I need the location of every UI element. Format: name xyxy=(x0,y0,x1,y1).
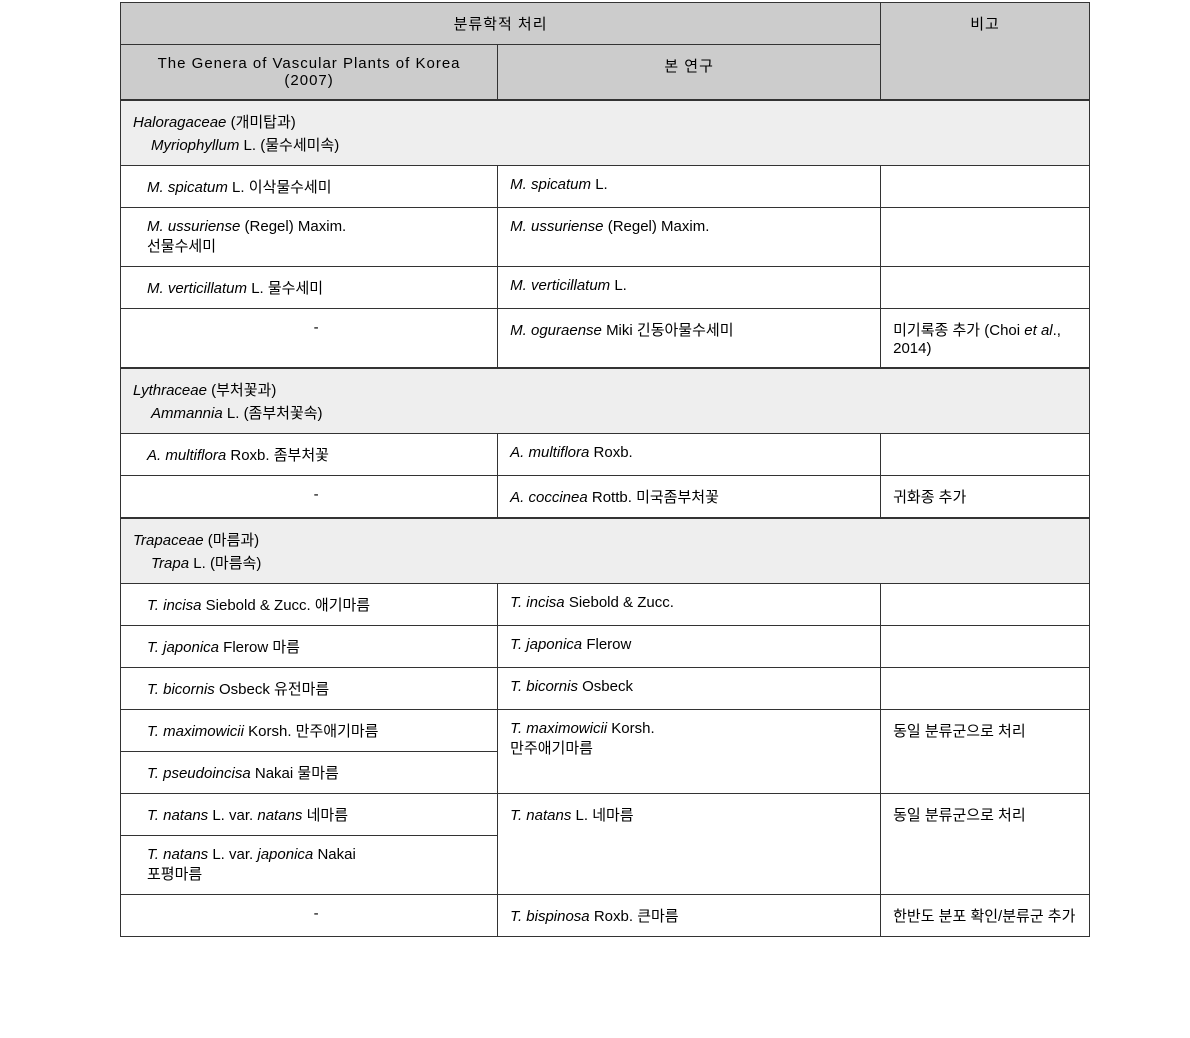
cell-left: M. ussuriense (Regel) Maxim. 선물수세미 xyxy=(121,208,498,267)
genus-line: Ammannia L. (좀부처꽃속) xyxy=(133,402,1077,423)
cell-mid: T. japonica Flerow xyxy=(498,626,881,668)
cell-right: 미기록종 추가 (Choi et al., 2014) xyxy=(881,309,1090,369)
cell-mid: M. spicatum L. xyxy=(498,166,881,208)
table-row: T. bicornis Osbeck 유전마름 T. bicornis Osbe… xyxy=(121,668,1090,710)
table-row: - M. oguraense Miki 긴동아물수세미 미기록종 추가 (Cho… xyxy=(121,309,1090,369)
family-name: Trapaceae xyxy=(133,532,204,549)
cell-mid: M. oguraense Miki 긴동아물수세미 xyxy=(498,309,881,369)
cell-left: A. multiflora Roxb. 좀부처꽃 xyxy=(121,434,498,476)
section-haloragaceae: Haloragaceae (개미탑과) Myriophyllum L. (물수세… xyxy=(121,100,1090,166)
cell-left: - xyxy=(121,895,498,937)
genus-line: Trapa L. (마름속) xyxy=(133,552,1077,573)
cell-left: T. natans L. var. natans 네마름 xyxy=(121,794,498,836)
cell-left: T. pseudoincisa Nakai 물마름 xyxy=(121,752,498,794)
genus-korean: (마름속) xyxy=(210,555,261,572)
family-korean: (마름과) xyxy=(208,532,259,549)
cell-mid: M. verticillatum L. xyxy=(498,267,881,309)
taxonomy-table: 분류학적 처리 비고 The Genera of Vascular Plants… xyxy=(120,2,1090,937)
table-row: T. incisa Siebold & Zucc. 애기마름 T. incisa… xyxy=(121,584,1090,626)
cell-left: T. bicornis Osbeck 유전마름 xyxy=(121,668,498,710)
table-row: T. natans L. var. natans 네마름 T. natans L… xyxy=(121,794,1090,836)
cell-left: - xyxy=(121,476,498,519)
table-row: A. multiflora Roxb. 좀부처꽃 A. multiflora R… xyxy=(121,434,1090,476)
header-col-mid: 본 연구 xyxy=(498,45,881,101)
cell-right: 동일 분류군으로 처리 xyxy=(881,794,1090,895)
cell-left: - xyxy=(121,309,498,369)
cell-right xyxy=(881,267,1090,309)
cell-mid: A. multiflora Roxb. xyxy=(498,434,881,476)
section-cell: Lythraceae (부처꽃과) Ammannia L. (좀부처꽃속) xyxy=(121,368,1090,434)
header-row-1: 분류학적 처리 비고 xyxy=(121,3,1090,45)
cell-right xyxy=(881,208,1090,267)
genus-name: Trapa xyxy=(151,555,189,572)
cell-left: T. incisa Siebold & Zucc. 애기마름 xyxy=(121,584,498,626)
cell-mid: T. natans L. 네마름 xyxy=(498,794,881,895)
cell-mid: T. bicornis Osbeck xyxy=(498,668,881,710)
header-taxo-treatment: 분류학적 처리 xyxy=(121,3,881,45)
cell-mid: T. incisa Siebold & Zucc. xyxy=(498,584,881,626)
cell-right xyxy=(881,584,1090,626)
section-cell: Haloragaceae (개미탑과) Myriophyllum L. (물수세… xyxy=(121,100,1090,166)
cell-mid: A. coccinea Rottb. 미국좀부처꽃 xyxy=(498,476,881,519)
table-row: T. japonica Flerow 마름 T. japonica Flerow xyxy=(121,626,1090,668)
header-col-left: The Genera of Vascular Plants of Korea (… xyxy=(121,45,498,101)
cell-right xyxy=(881,626,1090,668)
table-row: T. maximowicii Korsh. 만주애기마름 T. maximowi… xyxy=(121,710,1090,752)
cell-right xyxy=(881,668,1090,710)
cell-mid: T. bispinosa Roxb. 큰마름 xyxy=(498,895,881,937)
cell-left: T. maximowicii Korsh. 만주애기마름 xyxy=(121,710,498,752)
family-name: Lythraceae xyxy=(133,382,207,399)
cell-mid: T. maximowicii Korsh. 만주애기마름 xyxy=(498,710,881,794)
cell-left: M. spicatum L. 이삭물수세미 xyxy=(121,166,498,208)
genus-auth: L. xyxy=(244,137,257,154)
cell-right xyxy=(881,166,1090,208)
section-trapaceae: Trapaceae (마름과) Trapa L. (마름속) xyxy=(121,518,1090,584)
table-row: - T. bispinosa Roxb. 큰마름 한반도 분포 확인/분류군 추… xyxy=(121,895,1090,937)
cell-right: 한반도 분포 확인/분류군 추가 xyxy=(881,895,1090,937)
genus-name: Ammannia xyxy=(151,405,223,422)
section-lythraceae: Lythraceae (부처꽃과) Ammannia L. (좀부처꽃속) xyxy=(121,368,1090,434)
cell-mid: M. ussuriense (Regel) Maxim. xyxy=(498,208,881,267)
cell-left: T. natans L. var. japonica Nakai 포평마름 xyxy=(121,836,498,895)
table-row: M. verticillatum L. 물수세미 M. verticillatu… xyxy=(121,267,1090,309)
genus-auth: L. xyxy=(227,405,240,422)
cell-left: M. verticillatum L. 물수세미 xyxy=(121,267,498,309)
family-korean: (부처꽃과) xyxy=(211,382,276,399)
cell-right: 동일 분류군으로 처리 xyxy=(881,710,1090,794)
header-notes: 비고 xyxy=(881,3,1090,101)
table-row: M. ussuriense (Regel) Maxim. 선물수세미 M. us… xyxy=(121,208,1090,267)
cell-right: 귀화종 추가 xyxy=(881,476,1090,519)
genus-korean: (좀부처꽃속) xyxy=(244,405,323,422)
table-row: M. spicatum L. 이삭물수세미 M. spicatum L. xyxy=(121,166,1090,208)
cell-left: T. japonica Flerow 마름 xyxy=(121,626,498,668)
genus-name: Myriophyllum xyxy=(151,137,239,154)
genus-auth: L. xyxy=(193,555,206,572)
section-cell: Trapaceae (마름과) Trapa L. (마름속) xyxy=(121,518,1090,584)
family-korean: (개미탑과) xyxy=(231,114,296,131)
genus-line: Myriophyllum L. (물수세미속) xyxy=(133,134,1077,155)
genus-korean: (물수세미속) xyxy=(260,137,339,154)
family-name: Haloragaceae xyxy=(133,114,226,131)
table-row: - A. coccinea Rottb. 미국좀부처꽃 귀화종 추가 xyxy=(121,476,1090,519)
cell-right xyxy=(881,434,1090,476)
